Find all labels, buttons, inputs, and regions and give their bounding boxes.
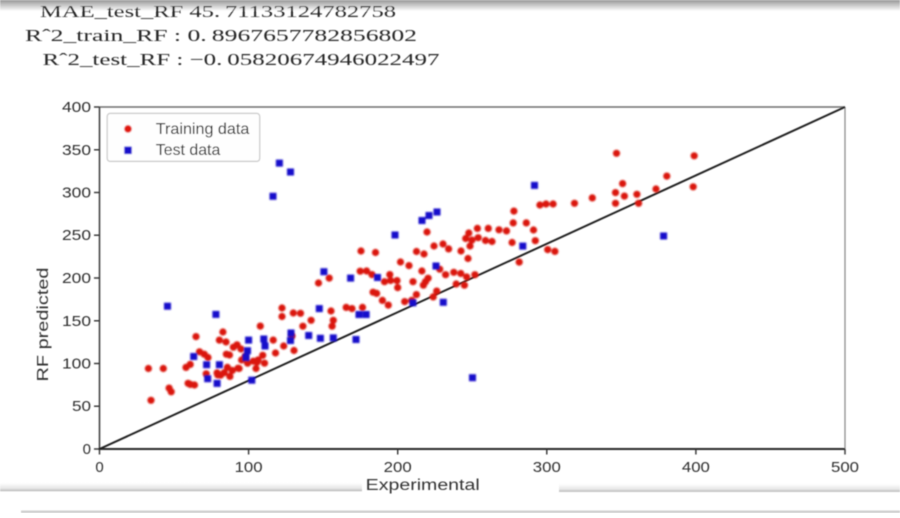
svg-text:100: 100 (235, 459, 263, 476)
svg-text:Training data: Training data (156, 121, 250, 138)
svg-text:Rˆ2_train_RF : 0. 896765778285: Rˆ2_train_RF : 0. 8967657782856802 (25, 26, 417, 45)
svg-text:200: 200 (62, 270, 91, 287)
svg-text:200: 200 (384, 459, 412, 476)
svg-text:MAE_test_RF 45. 71133124782758: MAE_test_RF 45. 71133124782758 (40, 2, 396, 21)
svg-text:50: 50 (72, 398, 91, 415)
svg-text:400: 400 (682, 459, 710, 476)
svg-text:Rˆ2_test_RF : −0. 058206749460: Rˆ2_test_RF : −0. 05820674946022497 (43, 50, 441, 69)
svg-text:500: 500 (831, 459, 859, 476)
svg-text:RF predicted: RF predicted (35, 268, 52, 382)
svg-text:0: 0 (83, 441, 91, 458)
svg-text:400: 400 (62, 99, 91, 116)
svg-text:350: 350 (62, 142, 91, 159)
svg-text:Test data: Test data (156, 142, 221, 159)
svg-text:150: 150 (62, 313, 91, 330)
svg-text:250: 250 (62, 227, 91, 244)
svg-text:100: 100 (62, 356, 91, 373)
svg-text:300: 300 (533, 459, 561, 476)
svg-text:300: 300 (62, 185, 91, 202)
svg-text:0: 0 (95, 459, 103, 476)
svg-text:Experimental: Experimental (366, 477, 480, 494)
